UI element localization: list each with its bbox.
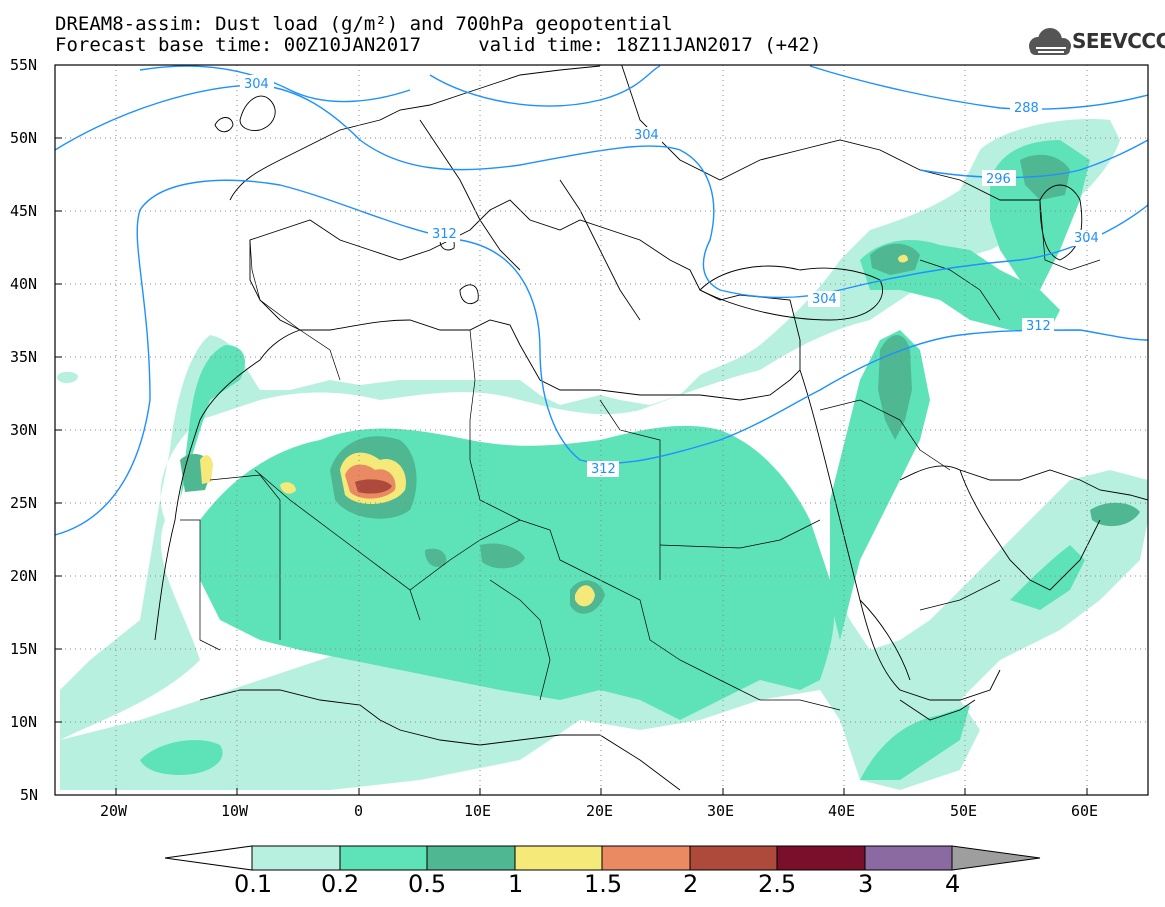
contour-label: 304 — [244, 77, 269, 92]
lat-label: 25N — [10, 494, 38, 512]
colorbar-high-end — [951, 845, 1041, 871]
lat-label: 15N — [10, 640, 38, 658]
geopotential-contours — [55, 65, 1148, 536]
lat-label: 20N — [10, 567, 38, 585]
colorbar-bin — [426, 845, 516, 871]
contour-label: 312 — [591, 462, 616, 477]
contour-label: 304 — [812, 292, 837, 307]
seevccc-logo: SEEVCCC — [1072, 29, 1165, 53]
lon-label: 20E — [586, 802, 614, 820]
axis-ticks — [55, 64, 1088, 795]
map-title: DREAM8-assim: Dust load (g/m²) and 700hP… — [55, 13, 673, 35]
colorbar-bin — [601, 845, 691, 871]
colorbar-label: 0.5 — [408, 870, 447, 898]
lon-label: 10W — [221, 802, 249, 820]
colorbar-label: 0.2 — [321, 870, 360, 898]
colorbar-bin — [776, 845, 866, 871]
lon-label: 10E — [464, 802, 492, 820]
contour-label: 304 — [1074, 231, 1099, 246]
colorbar — [164, 845, 1041, 871]
lat-label: 5N — [20, 786, 39, 804]
contour-label: 312 — [432, 227, 457, 242]
forecast-time-info: Forecast base time: 00Z10JAN2017 valid t… — [55, 34, 822, 56]
dust-region-red — [355, 479, 392, 494]
colorbar-label: 1 — [508, 870, 524, 898]
contour-labels: 304 288 304 296 312 304 304 312 312 — [240, 75, 1102, 477]
colorbar-label: 2 — [683, 870, 699, 898]
contour-label: 296 — [986, 172, 1011, 187]
contour-label: 304 — [634, 128, 659, 143]
contour-label: 312 — [1026, 319, 1051, 334]
colorbar-bin — [339, 845, 428, 871]
lat-label: 55N — [10, 56, 38, 74]
lat-label: 10N — [10, 713, 38, 731]
lon-label: 50E — [950, 802, 978, 820]
lat-label: 30N — [10, 421, 38, 439]
colorbar-low-end — [164, 845, 253, 871]
lat-label: 50N — [10, 129, 38, 147]
cloud-icon — [1029, 28, 1071, 55]
lon-label: 40E — [828, 802, 856, 820]
colorbar-label: 4 — [945, 870, 961, 898]
colorbar-bin — [514, 845, 603, 871]
colorbar-label: 2.5 — [758, 870, 797, 898]
lon-label: 20W — [100, 802, 128, 820]
colorbar-label: 3 — [858, 870, 874, 898]
lon-label: 60E — [1071, 802, 1099, 820]
lat-label: 45N — [10, 202, 38, 220]
graticule — [55, 65, 1148, 795]
colorbar-bin — [689, 845, 778, 871]
lat-label: 40N — [10, 275, 38, 293]
colorbar-label: 1.5 — [584, 870, 623, 898]
lon-label: 0 — [354, 802, 364, 820]
contour-label: 288 — [1014, 101, 1039, 116]
colorbar-bin — [251, 845, 341, 871]
lon-label: 30E — [707, 802, 735, 820]
colorbar-bin — [864, 845, 953, 871]
lat-label: 35N — [10, 348, 38, 366]
colorbar-label: 0.1 — [234, 870, 273, 898]
political-borders — [180, 199, 1101, 711]
